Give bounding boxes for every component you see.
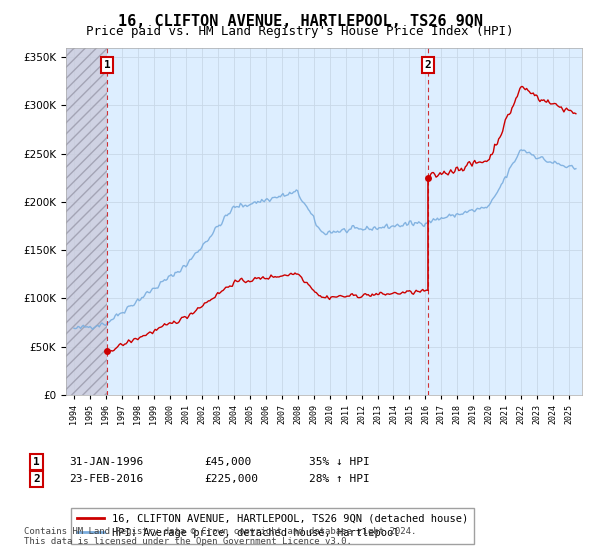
Text: 1: 1 <box>33 457 40 467</box>
Text: £45,000: £45,000 <box>204 457 251 467</box>
Text: Contains HM Land Registry data © Crown copyright and database right 2024.
This d: Contains HM Land Registry data © Crown c… <box>24 526 416 546</box>
Bar <box>66 48 107 395</box>
Text: 28% ↑ HPI: 28% ↑ HPI <box>309 474 370 484</box>
Text: 1: 1 <box>104 60 110 70</box>
Text: 2: 2 <box>33 474 40 484</box>
Text: 31-JAN-1996: 31-JAN-1996 <box>69 457 143 467</box>
Text: £225,000: £225,000 <box>204 474 258 484</box>
Text: 23-FEB-2016: 23-FEB-2016 <box>69 474 143 484</box>
Text: Price paid vs. HM Land Registry's House Price Index (HPI): Price paid vs. HM Land Registry's House … <box>86 25 514 38</box>
Text: 2: 2 <box>424 60 431 70</box>
Text: 16, CLIFTON AVENUE, HARTLEPOOL, TS26 9QN: 16, CLIFTON AVENUE, HARTLEPOOL, TS26 9QN <box>118 14 482 29</box>
Text: 35% ↓ HPI: 35% ↓ HPI <box>309 457 370 467</box>
Legend: 16, CLIFTON AVENUE, HARTLEPOOL, TS26 9QN (detached house), HPI: Average price, d: 16, CLIFTON AVENUE, HARTLEPOOL, TS26 9QN… <box>71 508 475 544</box>
